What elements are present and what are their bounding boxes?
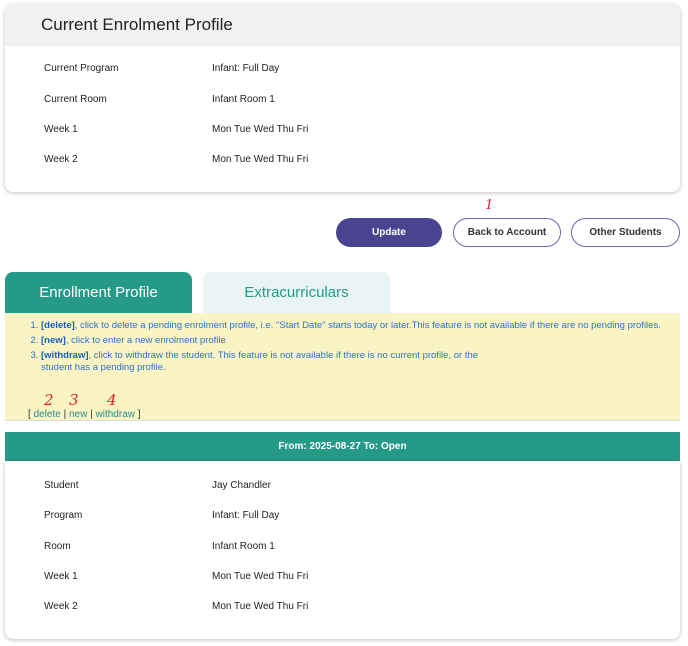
label: Week 2	[44, 154, 78, 165]
key: [delete]	[41, 320, 75, 331]
text: , click to withdraw the student. This fe…	[41, 350, 479, 373]
withdraw-link[interactable]: withdraw	[95, 409, 135, 420]
tab-enrollment-profile[interactable]: Enrollment Profile	[5, 272, 192, 313]
row-room: Room Infant Room 1	[44, 541, 275, 552]
text: , click to delete a pending enrolment pr…	[74, 320, 661, 331]
current-enrolment-card: Current Enrolment Profile Current Progra…	[5, 4, 680, 192]
annotation-2: 2	[44, 391, 54, 409]
help-item-new: [new], click to enter a new enrolment pr…	[41, 335, 680, 347]
annotation-4: 4	[107, 391, 117, 409]
new-link[interactable]: new	[68, 409, 88, 420]
back-to-account-button[interactable]: Back to Account	[453, 218, 561, 247]
row-week-2: Week 2 Mon Tue Wed Thu Fri	[44, 601, 308, 612]
bracket: [	[28, 409, 31, 420]
label: Week 1	[44, 124, 78, 135]
separator: |	[90, 409, 93, 420]
label: Student	[44, 480, 79, 491]
label: Week 1	[44, 571, 78, 582]
row-program: Program Infant: Full Day	[44, 510, 279, 521]
tab-extracurriculars[interactable]: Extracurriculars	[203, 272, 390, 313]
bracket: ]	[137, 409, 141, 420]
label: Current Room	[44, 94, 107, 105]
row-current-program: Current Program Infant: Full Day	[44, 63, 279, 74]
value: Mon Tue Wed Thu Fri	[212, 124, 309, 135]
row-student: Student Jay Chandler	[44, 480, 271, 491]
key: [new]	[41, 335, 66, 346]
text: , click to enter a new enrolment profile	[65, 335, 226, 346]
other-students-button[interactable]: Other Students	[571, 218, 680, 247]
value: Mon Tue Wed Thu Fri	[212, 154, 309, 165]
annotation-3: 3	[69, 391, 79, 409]
help-item-delete: [delete], click to delete a pending enro…	[41, 320, 680, 332]
update-button[interactable]: Update	[336, 218, 442, 247]
value: Jay Chandler	[212, 480, 271, 491]
enrolment-profile-card: Student Jay Chandler Program Infant: Full …	[5, 461, 680, 639]
period-header: From: 2025-08-27 To: Open	[5, 432, 680, 461]
key: [withdraw]	[41, 350, 89, 361]
value: Infant: Full Day	[212, 510, 280, 521]
help-item-withdraw: [withdraw], click to withdraw the studen…	[41, 350, 511, 374]
row-week-1: Week 1 Mon Tue Wed Thu Fri	[44, 124, 308, 135]
annotation-1: 1	[485, 198, 494, 213]
row-week-2: Week 2 Mon Tue Wed Thu Fri	[44, 154, 308, 165]
value: Infant Room 1	[212, 94, 275, 105]
label: Program	[44, 510, 83, 521]
label: Current Program	[44, 63, 119, 74]
value: Infant: Full Day	[212, 63, 280, 74]
row-current-room: Current Room Infant Room 1	[44, 94, 275, 105]
separator: |	[63, 409, 67, 420]
value: Mon Tue Wed Thu Fri	[212, 601, 309, 612]
label: Room	[44, 541, 71, 552]
label: Week 2	[44, 601, 78, 612]
row-week-1: Week 1 Mon Tue Wed Thu Fri	[44, 571, 308, 582]
card-title: Current Enrolment Profile	[5, 4, 680, 46]
value: Mon Tue Wed Thu Fri	[212, 571, 309, 582]
action-links: [ delete | new | withdraw ]	[28, 409, 141, 420]
delete-link[interactable]: delete	[33, 409, 61, 420]
help-panel: [delete], click to delete a pending enro…	[5, 313, 680, 421]
value: Infant Room 1	[212, 541, 275, 552]
